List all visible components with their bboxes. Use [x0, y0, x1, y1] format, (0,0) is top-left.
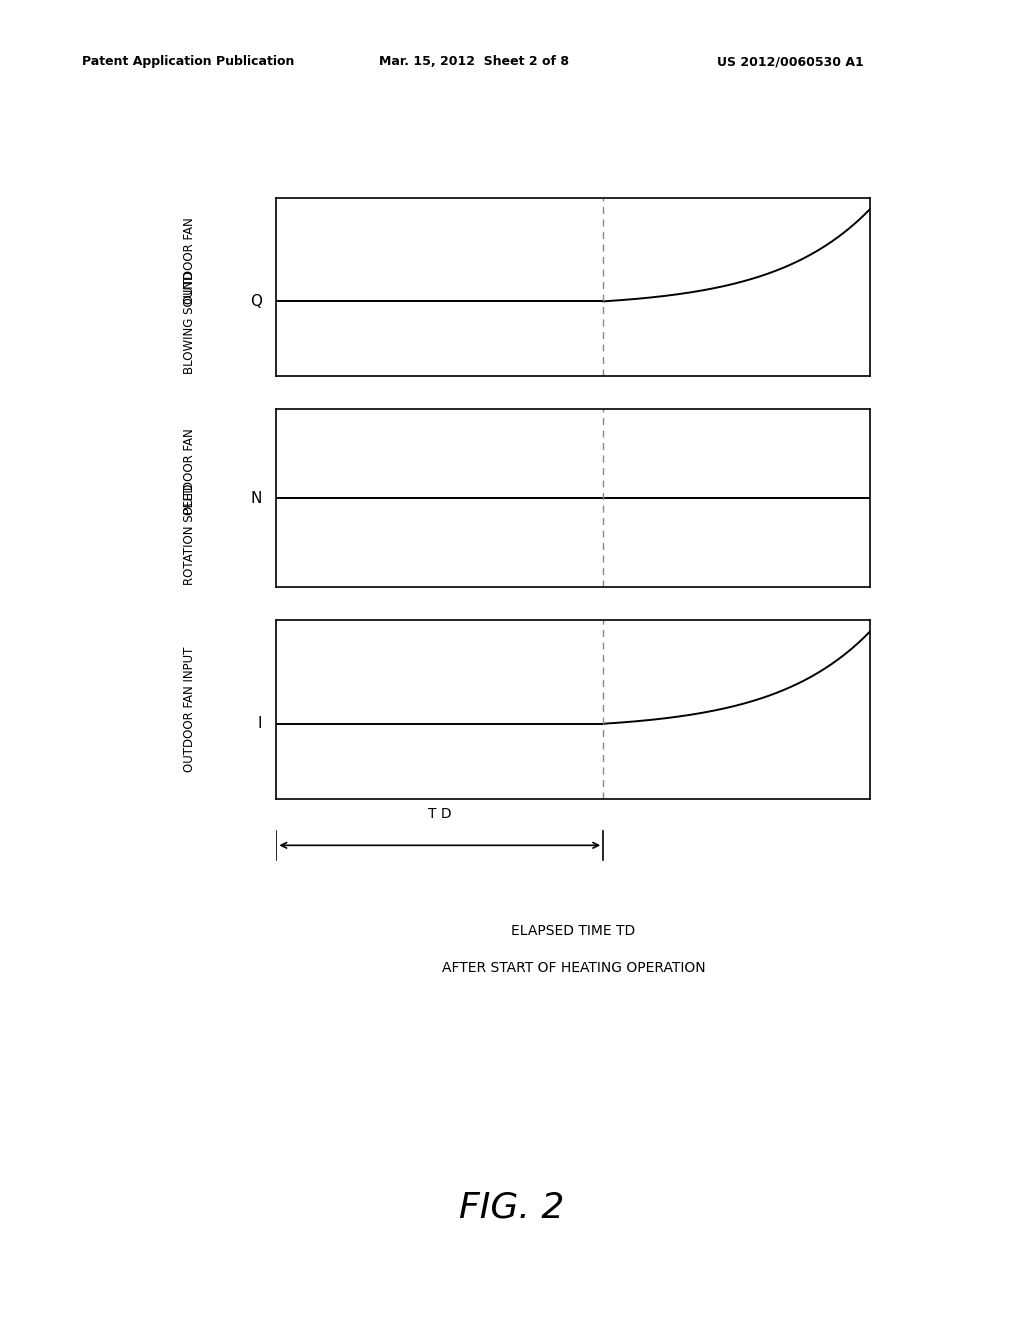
Text: OUTDOOR FAN INPUT: OUTDOOR FAN INPUT: [183, 647, 196, 772]
Text: OUTDOOR FAN: OUTDOOR FAN: [183, 428, 196, 515]
Text: OUTDOOR FAN: OUTDOOR FAN: [183, 216, 196, 304]
Text: ROTATION SPEED: ROTATION SPEED: [183, 483, 196, 585]
Text: N: N: [250, 491, 262, 506]
Text: BLOWING SOUND: BLOWING SOUND: [183, 271, 196, 375]
Text: FIG. 2: FIG. 2: [460, 1191, 564, 1225]
Text: US 2012/0060530 A1: US 2012/0060530 A1: [717, 55, 863, 69]
Text: T D: T D: [428, 807, 452, 821]
Text: ELAPSED TIME TD: ELAPSED TIME TD: [511, 924, 636, 939]
Text: Q: Q: [250, 294, 262, 309]
Text: Mar. 15, 2012  Sheet 2 of 8: Mar. 15, 2012 Sheet 2 of 8: [379, 55, 569, 69]
Text: I: I: [257, 717, 262, 731]
Text: AFTER START OF HEATING OPERATION: AFTER START OF HEATING OPERATION: [441, 961, 706, 975]
Text: Patent Application Publication: Patent Application Publication: [82, 55, 294, 69]
